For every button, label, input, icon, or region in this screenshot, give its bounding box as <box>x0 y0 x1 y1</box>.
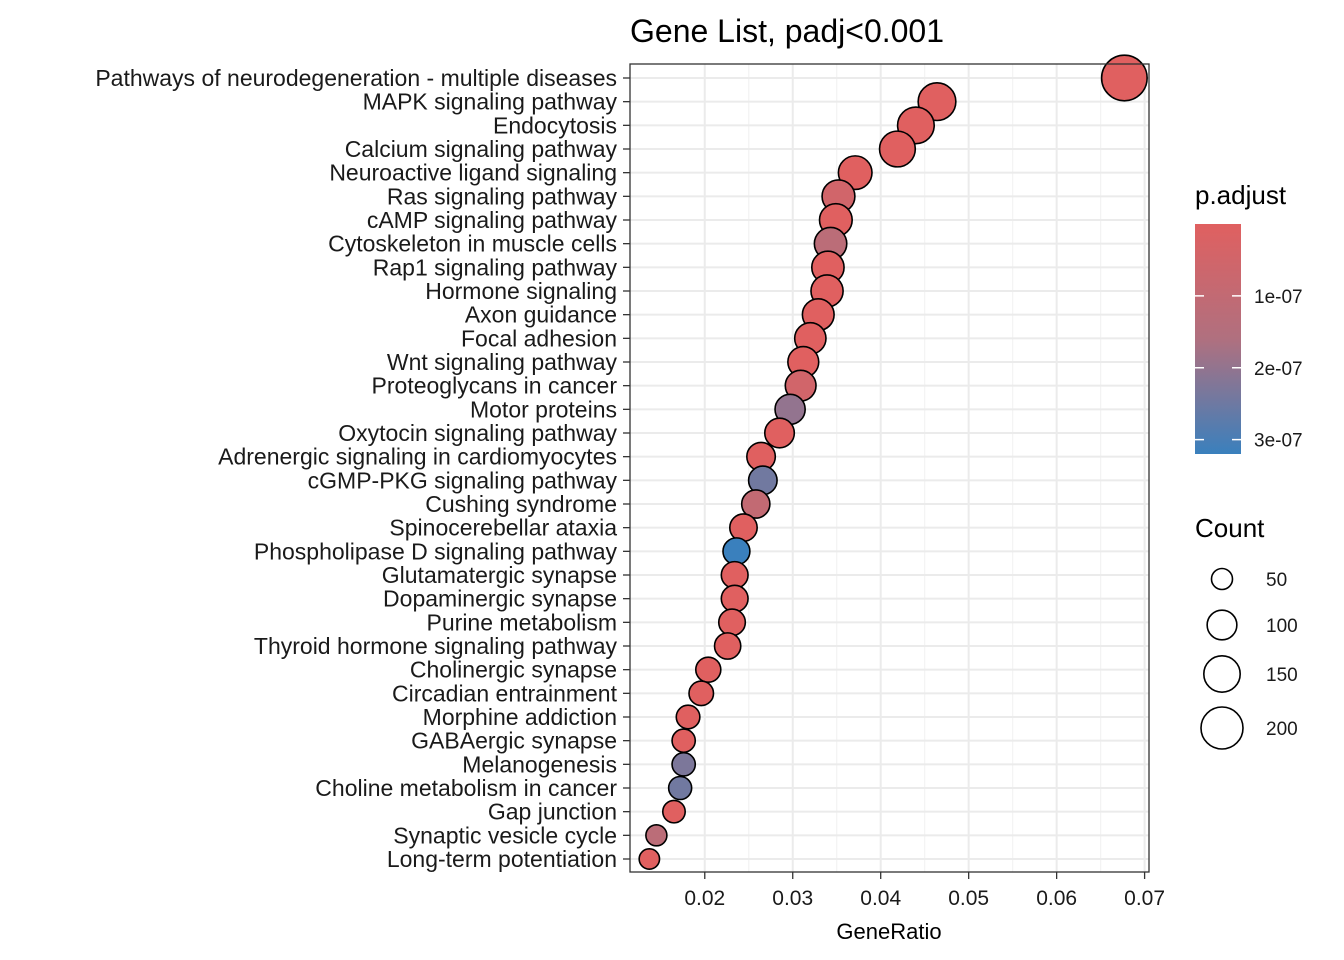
plot-border <box>629 63 1150 873</box>
y-tick-label: Neuroactive ligand signaling <box>329 160 617 186</box>
data-point <box>638 848 661 870</box>
chart-title: Gene List, padj<0.001 <box>630 13 944 49</box>
data-point <box>675 704 701 730</box>
y-tick-label: Adrenergic signaling in cardiomyocytes <box>218 444 617 470</box>
y-tick-label: Morphine addiction <box>423 704 617 730</box>
y-tick-label: Rap1 signaling pathway <box>373 254 618 280</box>
y-tick-label: Focal adhesion <box>461 325 617 351</box>
data-point <box>837 155 873 191</box>
y-tick-label: Phospholipase D signaling pathway <box>254 538 618 564</box>
data-point <box>720 584 749 613</box>
size-legend-label: 50 <box>1266 570 1287 591</box>
y-tick-label: GABAergic synapse <box>411 728 617 754</box>
data-point <box>717 608 747 637</box>
size-legend-circle <box>1210 567 1234 591</box>
y-tick-label: Motor proteins <box>470 396 617 422</box>
data-point <box>661 799 686 824</box>
plot-area <box>629 54 1150 873</box>
x-axis: 0.02 0.03 0.04 0.05 0.06 0.07 <box>684 872 1165 910</box>
y-tick-label: Purine metabolism <box>427 609 617 635</box>
color-legend-title: p.adjust <box>1195 180 1287 210</box>
data-point <box>694 656 722 683</box>
size-legend-label: 200 <box>1266 719 1298 740</box>
data-point <box>671 751 697 777</box>
size-legend-circle <box>1206 609 1238 641</box>
y-tick-label: Circadian entrainment <box>392 680 618 706</box>
x-tick-label: 0.04 <box>860 887 901 910</box>
y-tick-label: Proteoglycans in cancer <box>372 373 618 399</box>
data-point <box>1100 54 1148 102</box>
x-tick-label: 0.02 <box>684 887 725 910</box>
y-tick-label: Choline metabolism in cancer <box>315 775 617 801</box>
y-tick-label: Long-term potentiation <box>387 846 617 872</box>
y-tick-label: Dopaminergic synapse <box>383 586 617 612</box>
y-tick-label: Gap junction <box>488 799 617 825</box>
y-tick-label: Pathways of neurodegeneration - multiple… <box>95 65 617 91</box>
y-tick-label: Endocytosis <box>493 112 617 138</box>
x-tick-label: 0.06 <box>1036 887 1077 910</box>
y-tick-label: Cushing syndrome <box>425 491 617 517</box>
color-legend-label: 1e-07 <box>1254 287 1303 308</box>
data-point <box>720 560 749 590</box>
y-tick-label: Synaptic vesicle cycle <box>393 822 617 848</box>
y-tick-label: Cholinergic synapse <box>410 657 617 683</box>
y-tick-label: Axon guidance <box>465 302 617 328</box>
y-tick-label: Cytoskeleton in muscle cells <box>328 231 617 257</box>
size-legend-label: 100 <box>1266 616 1298 637</box>
y-tick-label: Calcium signaling pathway <box>345 136 618 162</box>
y-tick-label: Melanogenesis <box>462 751 617 777</box>
data-point <box>722 537 751 566</box>
color-legend-label: 2e-07 <box>1254 359 1303 380</box>
data-point <box>763 417 796 449</box>
data-point <box>671 728 697 754</box>
y-tick-label: Wnt signaling pathway <box>387 349 618 375</box>
data-point <box>728 513 758 543</box>
x-tick-label: 0.03 <box>772 887 813 910</box>
y-tick-label: MAPK signaling pathway <box>363 89 618 115</box>
y-tick-label: cGMP-PKG signaling pathway <box>308 467 618 493</box>
data-point <box>688 680 715 707</box>
size-legend: Count 50 100 150 200 <box>1195 513 1298 750</box>
y-tick-label: Hormone signaling <box>425 278 617 304</box>
y-axis: Pathways of neurodegeneration - multiple… <box>95 65 630 872</box>
color-bar <box>1195 224 1241 454</box>
x-tick-label: 0.05 <box>948 887 989 910</box>
data-point <box>645 824 668 847</box>
data-point <box>713 632 742 660</box>
size-legend-circle <box>1200 706 1244 750</box>
color-legend: p.adjust 1e-07 2e-07 3e-07 <box>1195 180 1303 454</box>
data-point <box>878 130 917 168</box>
y-tick-label: Ras signaling pathway <box>387 183 618 209</box>
y-tick-label: Glutamatergic synapse <box>382 562 617 588</box>
color-legend-label: 3e-07 <box>1254 431 1303 452</box>
x-tick-label: 0.07 <box>1124 887 1165 910</box>
y-tick-label: Thyroid hormone signaling pathway <box>254 633 618 659</box>
size-legend-title: Count <box>1195 513 1265 543</box>
plot-background <box>630 64 1149 872</box>
x-axis-title: GeneRatio <box>836 919 941 944</box>
y-tick-label: Oxytocin signaling pathway <box>338 420 617 446</box>
size-legend-label: 150 <box>1266 665 1298 686</box>
y-tick-label: Spinocerebellar ataxia <box>389 515 617 541</box>
size-legend-circle <box>1203 655 1241 693</box>
data-point <box>667 775 693 801</box>
data-point <box>740 489 771 519</box>
y-tick-label: cAMP signaling pathway <box>367 207 618 233</box>
